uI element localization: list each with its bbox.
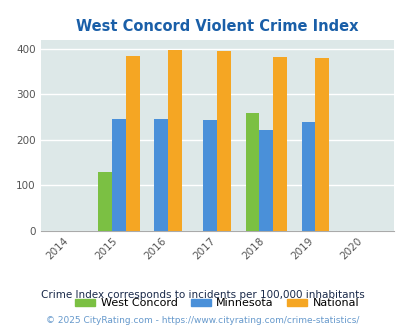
Bar bbox=[273, 57, 286, 231]
Bar bbox=[126, 56, 139, 231]
Text: © 2025 CityRating.com - https://www.cityrating.com/crime-statistics/: © 2025 CityRating.com - https://www.city… bbox=[46, 316, 359, 325]
Title: West Concord Violent Crime Index: West Concord Violent Crime Index bbox=[76, 19, 358, 34]
Bar bbox=[259, 130, 273, 231]
Bar bbox=[301, 122, 315, 231]
Bar bbox=[245, 113, 259, 231]
Bar bbox=[168, 50, 181, 231]
Bar bbox=[98, 172, 112, 231]
Legend: West Concord, Minnesota, National: West Concord, Minnesota, National bbox=[70, 294, 363, 313]
Bar bbox=[217, 51, 230, 231]
Bar bbox=[315, 58, 328, 231]
Text: Crime Index corresponds to incidents per 100,000 inhabitants: Crime Index corresponds to incidents per… bbox=[41, 290, 364, 300]
Bar bbox=[112, 119, 126, 231]
Bar bbox=[203, 120, 217, 231]
Bar bbox=[154, 119, 168, 231]
